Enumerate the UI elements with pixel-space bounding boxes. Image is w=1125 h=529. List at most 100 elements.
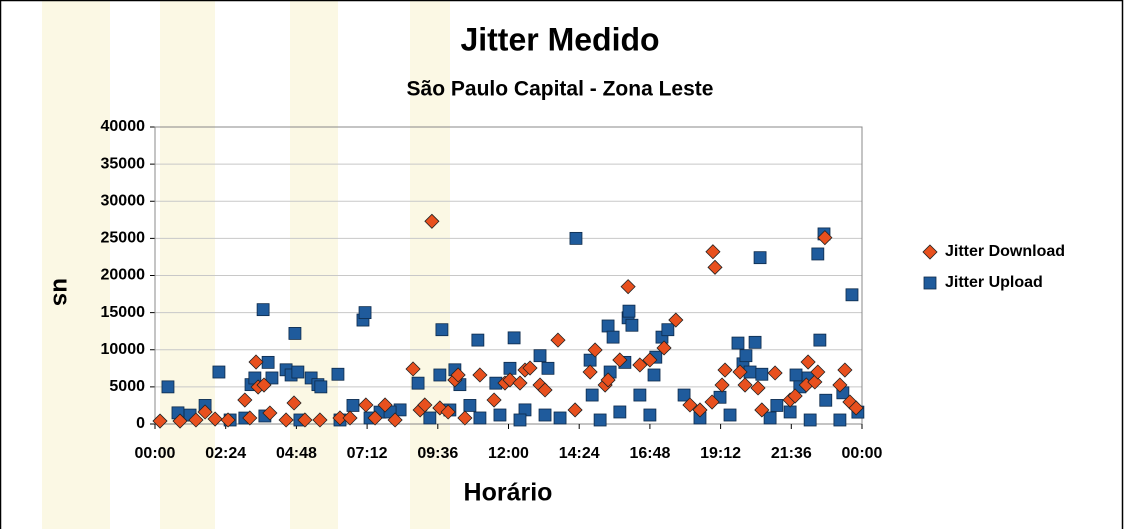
- point: [405, 361, 421, 377]
- point: [288, 327, 302, 340]
- point: [567, 402, 583, 418]
- legend-marker: [923, 276, 937, 290]
- point: [622, 304, 636, 318]
- point: [661, 323, 675, 337]
- point: [731, 336, 745, 350]
- point: [440, 404, 456, 420]
- point: [813, 333, 827, 347]
- point: [600, 372, 616, 388]
- decoration: [42, 0, 110, 529]
- point: [810, 364, 826, 380]
- point: [312, 412, 328, 428]
- point: [152, 413, 168, 429]
- point: [541, 361, 555, 375]
- point: [522, 360, 538, 376]
- point: [732, 364, 748, 380]
- point: [625, 318, 639, 332]
- point: [493, 408, 507, 422]
- point: [533, 349, 547, 363]
- point: [770, 399, 784, 412]
- point: [472, 367, 488, 383]
- point: [367, 410, 383, 426]
- point: [424, 213, 440, 229]
- decoration: [290, 0, 338, 529]
- point: [739, 349, 753, 363]
- y-tick-label: 40000: [101, 118, 146, 135]
- y-tick-label: 10000: [101, 341, 146, 358]
- point: [457, 410, 473, 426]
- point: [256, 303, 270, 317]
- point: [647, 368, 661, 382]
- chart-subtitle: São Paulo Capital - Zona Leste: [407, 78, 714, 101]
- point: [705, 244, 721, 260]
- point: [613, 405, 627, 419]
- y-tick-label: 0: [136, 415, 145, 432]
- point: [423, 411, 437, 425]
- x-tick-label: 14:24: [559, 445, 600, 462]
- point: [723, 408, 737, 422]
- point: [261, 355, 275, 369]
- y-tick-label: 5000: [109, 378, 145, 395]
- point: [755, 367, 769, 381]
- point: [632, 357, 648, 373]
- point: [450, 367, 466, 383]
- point: [433, 368, 447, 382]
- point: [297, 412, 313, 428]
- point: [242, 410, 258, 426]
- x-tick-label: 00:00: [842, 445, 883, 462]
- point: [411, 376, 425, 390]
- point: [783, 405, 797, 419]
- point: [553, 411, 567, 425]
- point: [537, 382, 553, 398]
- point: [256, 377, 272, 393]
- point: [471, 333, 485, 347]
- point: [346, 399, 360, 412]
- point: [767, 365, 783, 381]
- point: [473, 411, 487, 425]
- x-tick-label: 21:36: [771, 445, 812, 462]
- point: [643, 408, 657, 422]
- point: [161, 380, 175, 394]
- x-tick-label: 19:12: [700, 445, 741, 462]
- point: [278, 412, 294, 428]
- point: [803, 413, 817, 427]
- point: [692, 402, 708, 418]
- x-tick-label: 02:24: [205, 445, 246, 462]
- point: [707, 259, 723, 275]
- point: [463, 399, 477, 412]
- point: [248, 354, 264, 370]
- x-tick-label: 12:00: [488, 445, 529, 462]
- point: [620, 279, 636, 295]
- point: [188, 412, 204, 428]
- x-tick-label: 09:36: [417, 445, 458, 462]
- point: [717, 362, 733, 378]
- x-axis-label: Horário: [464, 479, 553, 507]
- point: [377, 397, 393, 413]
- x-tick-label: 00:00: [135, 445, 176, 462]
- x-tick-label: 07:12: [347, 445, 388, 462]
- point: [763, 411, 777, 425]
- point: [848, 400, 864, 416]
- point: [220, 412, 236, 428]
- point: [587, 342, 603, 358]
- point: [512, 375, 528, 391]
- point: [817, 230, 833, 246]
- point: [582, 364, 598, 380]
- y-tick-label: 30000: [101, 192, 146, 209]
- point: [291, 365, 305, 379]
- point: [569, 231, 583, 245]
- point: [677, 388, 691, 402]
- point: [737, 377, 753, 393]
- point: [753, 251, 767, 265]
- point: [601, 319, 615, 333]
- decoration: [160, 0, 215, 529]
- point: [682, 397, 698, 413]
- point: [787, 388, 803, 404]
- point: [832, 377, 848, 393]
- y-tick-label: 20000: [101, 267, 146, 284]
- point: [833, 413, 847, 427]
- legend-marker: [922, 244, 938, 260]
- y-axis-label: us: [48, 278, 75, 306]
